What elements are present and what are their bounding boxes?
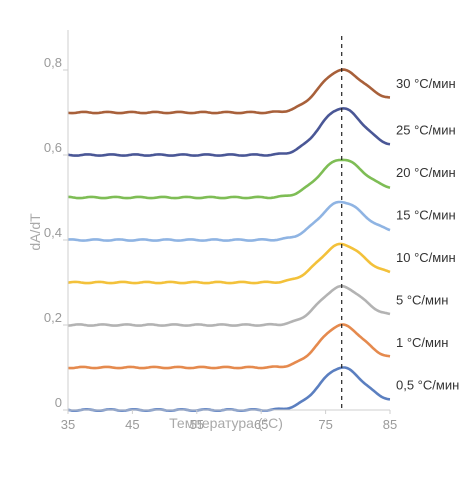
series-labels: 0,5 °C/мин 1 °C/мин 5 °C/мин 10 °C/мин 15 °C… (396, 76, 459, 393)
series-line (67, 200, 391, 242)
series-label: 30 °C/мин (396, 76, 456, 91)
series-label: 1 °C/мин (396, 335, 448, 350)
x-tick-label: 85 (383, 417, 397, 432)
series-line (67, 323, 391, 370)
x-tick-label: 65 (254, 417, 268, 432)
y-tick-label: 0,2 (44, 310, 62, 325)
x-ticks: 35 45 55 65 75 85 (61, 410, 397, 432)
series-label: 0,5 °C/мин (396, 378, 459, 393)
series-label: 25 °C/мин (396, 123, 456, 138)
series-label: 5 °C/мин (396, 293, 448, 308)
x-tick-label: 35 (61, 417, 75, 432)
x-tick-label: 75 (318, 417, 332, 432)
x-axis-title: Температура (°C) (169, 415, 283, 431)
series-label: 15 °C/мин (396, 208, 456, 223)
y-tick-label: 0,8 (44, 55, 62, 70)
series-line (67, 107, 391, 157)
series-line (67, 68, 391, 115)
y-ticks: 0 0,2 0,4 0,6 0,8 (44, 55, 68, 411)
series-line (68, 158, 391, 200)
y-tick-label: 0 (55, 395, 62, 410)
y-tick-label: 0,4 (44, 225, 62, 240)
series-lines (67, 68, 391, 412)
series-line (67, 242, 391, 285)
series-label: 10 °C/мин (396, 250, 456, 265)
x-tick-label: 45 (125, 417, 139, 432)
y-axis-title: dA/dT (27, 213, 43, 251)
series-line (67, 366, 391, 412)
series-label: 20 °C/мин (396, 165, 456, 180)
x-tick-label: 55 (190, 417, 204, 432)
series-line (67, 284, 391, 327)
y-tick-label: 0,6 (44, 140, 62, 155)
